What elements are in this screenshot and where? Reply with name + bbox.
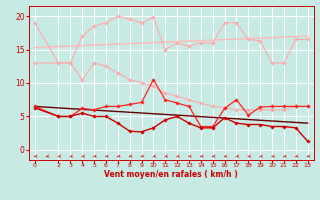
X-axis label: Vent moyen/en rafales ( km/h ): Vent moyen/en rafales ( km/h ) <box>104 170 238 179</box>
